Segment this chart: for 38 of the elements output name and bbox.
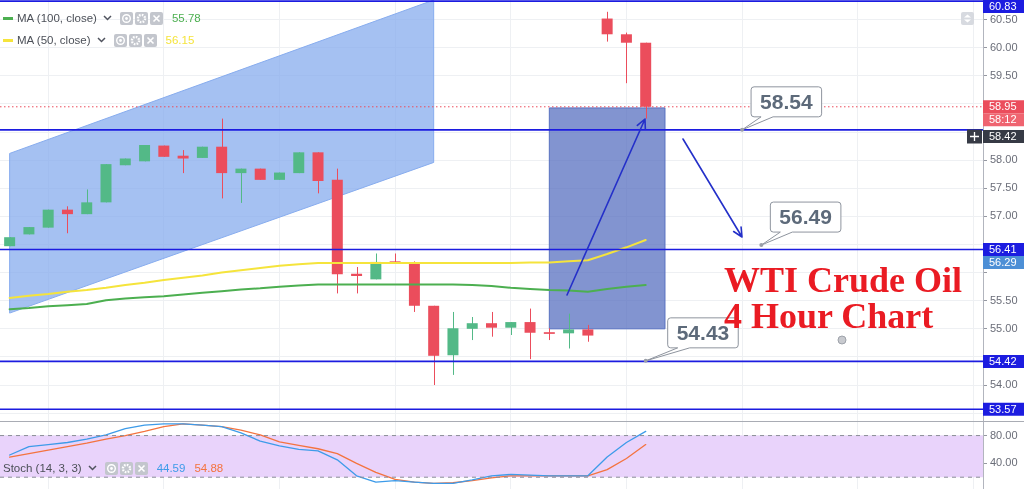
candlestick	[563, 313, 575, 349]
y-tick-label: 40.00	[990, 456, 1018, 469]
y-tick-label: 80.00	[990, 428, 1018, 441]
ref-line-label: 54.42	[989, 354, 1017, 367]
candlestick	[61, 205, 73, 234]
legend-label: MA (100, close)	[17, 12, 97, 24]
annotation: 55.78	[171, 12, 201, 24]
annotation: 58.54	[760, 89, 813, 113]
y-tick-label: 55.00	[990, 321, 1018, 334]
legend-label: MA (50, close)	[17, 34, 91, 46]
annotation: 54.88	[194, 462, 224, 474]
y-tick-label: 60.50	[990, 12, 1018, 25]
y-tick-label: 57.00	[990, 209, 1018, 222]
candlestick	[524, 308, 536, 360]
annotation: 44.59	[156, 462, 186, 474]
y-tick-label: 60.00	[990, 40, 1018, 53]
y-tick-label: 55.50	[990, 293, 1018, 306]
ref-line-label: 56.41	[989, 243, 1017, 256]
y-tick-label: 58.00	[990, 153, 1018, 166]
annotation: 56.49	[779, 204, 832, 228]
text: 58.42	[989, 130, 1017, 143]
ref-line-label: 58.95	[989, 100, 1017, 113]
candlestick	[486, 311, 497, 338]
y-tick-label: 57.50	[990, 181, 1018, 194]
candlestick	[620, 32, 632, 84]
candlestick	[235, 168, 247, 204]
text: 56.29	[989, 256, 1017, 269]
y-tick-label: 59.50	[990, 68, 1018, 81]
ref-line-label: 60.83	[989, 0, 1017, 13]
candlestick	[81, 188, 93, 215]
y-tick-label: 54.00	[990, 378, 1018, 391]
text: Stoch (14, 3, 3)	[3, 462, 82, 474]
annotation: 58:12	[989, 113, 1017, 126]
candlestick	[466, 316, 478, 341]
candlestick	[177, 149, 189, 174]
candlestick	[601, 11, 613, 43]
annotation: 56.15	[165, 34, 195, 46]
ref-line-label: 53.57	[989, 402, 1017, 415]
